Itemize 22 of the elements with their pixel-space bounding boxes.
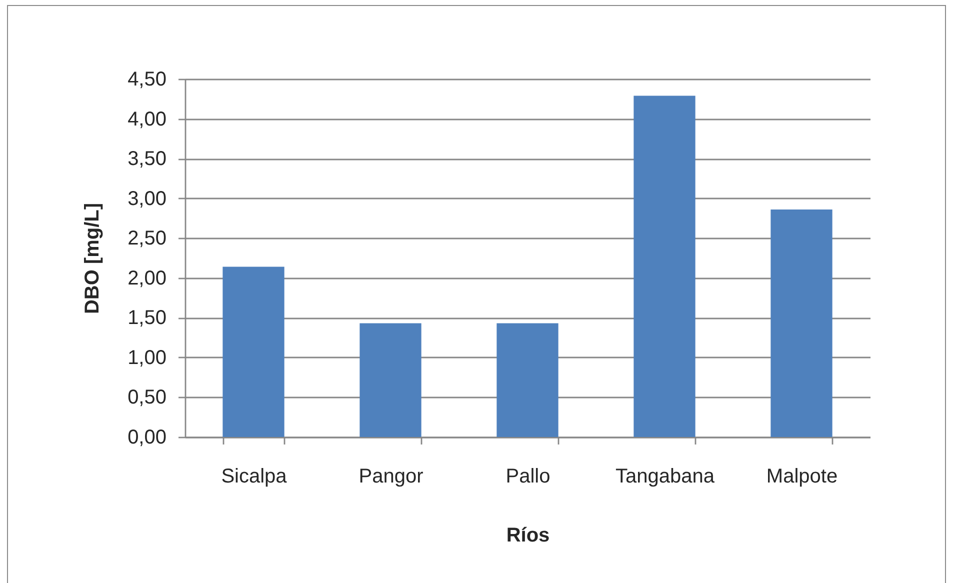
y-tick-label: 1,00 [128, 346, 166, 369]
y-tick-label: 3,00 [128, 188, 166, 210]
x-tick-label: Sicalpa [221, 466, 288, 488]
x-tick-label: Pangor [358, 466, 424, 488]
y-tick-label: 4,00 [128, 108, 166, 130]
bar [634, 96, 696, 437]
y-tick-label: 2,00 [128, 267, 166, 290]
y-tick-label: 0,00 [128, 426, 166, 448]
y-tick-label: 2,50 [128, 228, 166, 250]
bar [496, 323, 558, 437]
bar [360, 323, 422, 437]
y-tick-label: 1,50 [128, 307, 166, 330]
y-tick-label: 3,50 [128, 148, 166, 170]
x-tick-label: Tangabana [616, 466, 716, 488]
x-tick-label: Pallo [506, 466, 550, 488]
bar [222, 266, 284, 437]
bar [770, 209, 832, 437]
x-axis-title: Ríos [506, 524, 550, 546]
y-tick-label: 0,50 [128, 386, 166, 409]
y-axis-title: DBO [mg/L] [82, 202, 104, 314]
x-tick-label: Malpote [766, 466, 838, 488]
y-tick-label: 4,50 [128, 68, 166, 90]
